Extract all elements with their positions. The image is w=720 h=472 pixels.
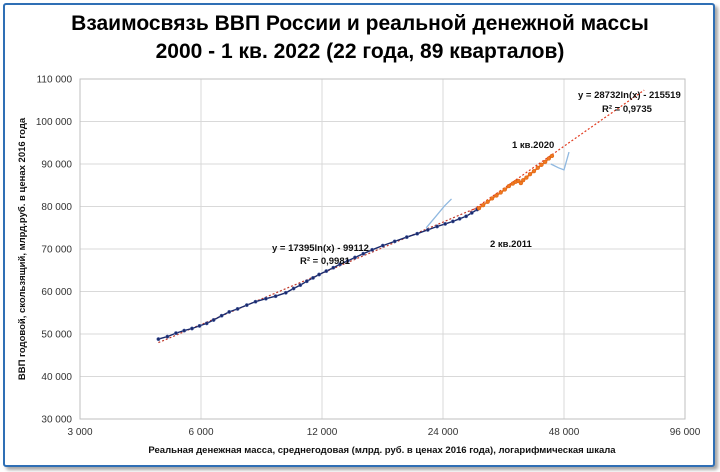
data-point [156,337,161,342]
x-tick-label: 3 000 [67,427,92,438]
annotations: y = 17395ln(x) - 99112 R² = 0,9981 y = 2… [272,90,681,267]
data-point [543,159,548,165]
data-point [435,224,440,229]
y-tick-label: 60 000 [41,287,72,298]
chart-title: Взаимосвязь ВВП России и реальной денежн… [71,12,649,35]
data-point [539,162,544,167]
data-point [197,323,202,328]
data-point [253,299,258,304]
data-point [174,331,178,336]
data-point [204,321,209,326]
data-point [535,165,540,170]
data-point [165,334,170,339]
data-point [476,206,482,211]
data-point [443,221,448,226]
data-point [549,153,555,159]
data-point [392,239,397,244]
data-point [524,175,529,180]
data-point [485,199,490,204]
y-tick-label: 90 000 [41,160,72,171]
data-point [457,216,462,221]
x-tick-label: 48 000 [549,427,580,438]
y-axis-label: ВВП годовой, скользящий, млрд.руб. в цен… [17,117,28,380]
data-point [506,183,512,189]
data-point [494,193,499,198]
x-tick-label: 24 000 [428,427,459,438]
trendline-1-r2: R² = 0,9981 [300,256,351,267]
y-tick-label: 50 000 [41,330,72,341]
data-point [415,231,420,236]
x-tick-label: 12 000 [307,427,338,438]
chart-frame [3,3,715,467]
data-point [527,172,533,177]
data-point [291,286,296,291]
data-point [404,235,409,240]
data-point [283,290,288,295]
annotation-1kv2020: 1 кв.2020 [512,140,554,151]
data-point [450,219,455,224]
data-point [263,296,268,301]
x-tick-label: 96 000 [670,427,701,438]
data-point [331,265,336,270]
data-point [546,156,551,161]
data-point [304,279,309,284]
data-point [425,227,430,232]
data-point [219,313,224,318]
data-point [338,262,342,267]
y-tick-label: 30 000 [41,415,72,426]
chart-subtitle: 2000 - 1 кв. 2022 (22 года, 89 кварталов… [155,40,565,63]
data-point [273,294,278,299]
data-point [464,214,469,219]
data-point [317,272,322,277]
data-point [244,303,249,308]
data-point [345,258,350,263]
data-point [190,326,194,331]
data-point [311,275,315,280]
data-point [480,203,486,208]
plot-area-border [79,78,686,420]
y-tick-label: 110 000 [37,75,73,86]
y-tick-labels: 30 000 40 000 50 000 60 000 70 000 80 000 90 0… [36,75,73,426]
x-axis-label: Реальная денежная масса, среднегодовая (… [148,445,616,456]
data-point [469,210,474,215]
light-segment-2 [550,151,570,171]
light-segment-1 [425,198,452,229]
data-point [211,318,216,322]
x-tick-labels: 3 000 6 000 12 000 24 000 48 000 96 000 [67,427,700,438]
trendline-1-equation: y = 17395ln(x) - 99112 [272,243,369,254]
data-point [235,306,240,311]
data-point [324,269,329,274]
trendlines [158,89,645,344]
trendline-2 [469,89,645,213]
data-point [531,169,537,174]
trendline-2-equation: y = 28732ln(x) - 215519 [578,90,681,101]
y-tick-label: 40 000 [41,372,72,383]
data-point [502,187,507,192]
data-point [353,255,357,260]
trendline-2-r2: R² = 0,9735 [602,104,653,115]
data-point [227,309,232,314]
y-tick-label: 70 000 [41,245,72,256]
gridlines [79,78,686,420]
data-point [521,178,526,183]
data-series [156,151,570,342]
data-point [518,180,524,186]
annotation-2kv2011: 2 кв.2011 [490,239,532,250]
data-point [489,196,495,201]
y-tick-label: 100 000 [36,117,73,128]
data-point [182,328,187,333]
x-tick-label: 6 000 [188,427,213,438]
series-2000-2011-line [158,208,478,340]
data-point [298,283,303,288]
y-tick-label: 80 000 [41,202,72,213]
data-point [370,247,375,252]
data-point [361,251,366,256]
data-point [498,190,503,195]
data-point [380,243,385,248]
